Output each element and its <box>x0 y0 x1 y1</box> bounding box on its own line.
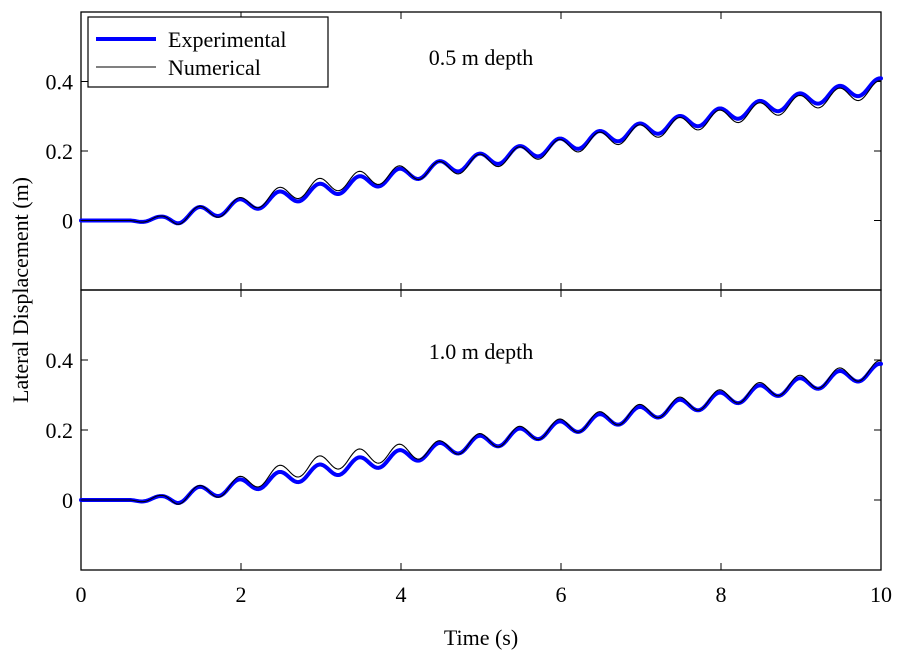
y-tick-label: 0.2 <box>46 418 74 443</box>
x-tick-label: 4 <box>396 582 407 607</box>
panel-1-0m-depth: 0 0.2 0.4 0 2 4 6 8 10 1.0 m depth <box>46 289 892 607</box>
series-experimental-line <box>79 361 883 505</box>
y-tick-label: 0 <box>62 209 73 234</box>
legend-numerical-label: Numerical <box>168 55 261 80</box>
y-tick-label: 0.4 <box>46 348 74 373</box>
y-tick-label: 0 <box>62 488 73 513</box>
series-numerical-line <box>80 360 882 505</box>
x-tick-label: 2 <box>236 582 247 607</box>
legend-box <box>87 16 329 88</box>
legend-experimental-label: Experimental <box>168 27 287 52</box>
x-axis-label: Time (s) <box>444 625 518 650</box>
series-numerical-line <box>80 80 882 225</box>
y-tick-label: 0.4 <box>46 70 74 95</box>
y-tick-label: 0.2 <box>46 139 74 164</box>
depth-annotation: 1.0 m depth <box>429 339 534 364</box>
y-axis-label: Lateral Displacement (m) <box>8 177 33 403</box>
depth-annotation: 0.5 m depth <box>429 45 534 70</box>
series-experimental-line <box>79 76 883 226</box>
plot-frame <box>80 289 882 571</box>
x-tick-label: 0 <box>76 582 87 607</box>
x-tick-label: 10 <box>870 582 892 607</box>
x-tick-label: 8 <box>716 582 727 607</box>
panel-0-5m-depth: 0 0.2 0.4 0.5 m depth Experimental Numerical <box>46 11 883 291</box>
x-tick-label: 6 <box>556 582 567 607</box>
